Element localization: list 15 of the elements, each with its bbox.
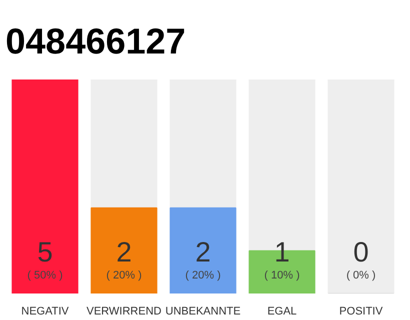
x-tick-label: NEGATIV xyxy=(21,306,70,318)
data-label: 2 xyxy=(116,236,132,268)
annotation: ( 20% ) xyxy=(185,270,221,282)
data-label: 5 xyxy=(37,236,53,268)
x-tick-label: VERWIRREND xyxy=(86,306,162,318)
annotation: ( 10% ) xyxy=(264,270,300,282)
annotation: ( 20% ) xyxy=(106,270,142,282)
x-tick-label: POSITIV xyxy=(339,306,384,318)
x-tick-label: EGAL xyxy=(267,306,297,318)
annotation: ( 0% ) xyxy=(346,270,376,282)
x-tick-label: UNBEKANNTE xyxy=(165,306,241,318)
annotation: ( 50% ) xyxy=(27,270,63,282)
chart-title: 048466127 xyxy=(6,20,186,62)
data-label: 2 xyxy=(195,236,211,268)
data-label: 0 xyxy=(353,236,369,268)
